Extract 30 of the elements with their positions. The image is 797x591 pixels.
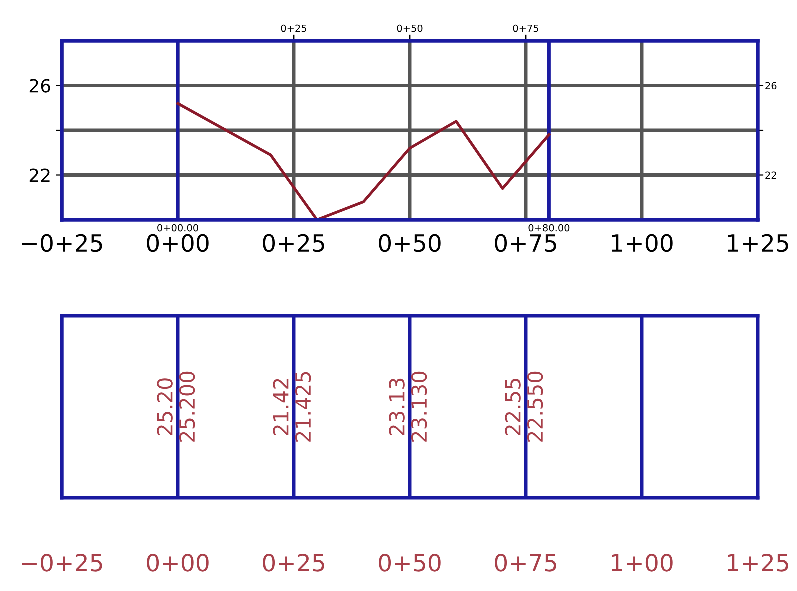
x-tick-label: 1+00 [612,234,673,252]
text: 22.55 [505,379,521,436]
text: 0+25 [281,24,306,32]
y2-tick-label: 22 [766,172,776,179]
category-label: 0+00 [147,554,209,572]
text: 25.20 [157,378,173,436]
category-label: −0+25 [22,554,102,572]
text: 21.425 [295,372,312,442]
category-label: 0+25 [263,554,324,572]
category-label: 1+25 [728,554,788,572]
text: 22.550 [527,372,544,442]
x-tick-label: 0+00 [147,234,209,252]
text: 0+00.00 [158,224,198,232]
y2-tick-label: 26 [766,82,777,90]
text: 25.200 [179,372,196,442]
x-tick-label: 1+25 [728,234,788,252]
x-tick-label: −0+25 [22,234,102,252]
text: 0+80.00 [528,224,570,232]
category-label: 0+75 [495,554,556,572]
text: 23.13 [389,378,405,436]
x-tick-label: 0+50 [379,234,441,252]
x-tick-label: 0+75 [495,234,556,252]
category-label: 1+00 [612,554,673,572]
x-tick-label: 0+25 [263,234,324,252]
text: 0+75 [513,24,538,32]
category-label: 0+50 [379,554,441,572]
text: 21.42 [273,379,289,436]
text: 0+50 [397,24,423,32]
text: 23.130 [411,372,428,442]
line-series [176,102,551,220]
